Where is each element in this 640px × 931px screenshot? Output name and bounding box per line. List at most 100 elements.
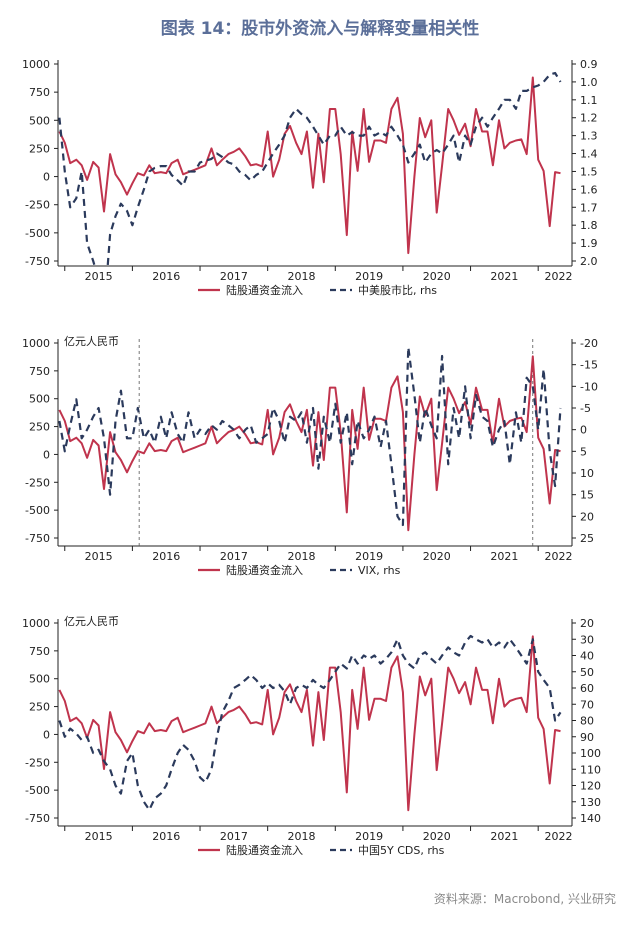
x-tick-label: 2021 bbox=[490, 550, 518, 563]
chart-fx-ratio: 1000 750 500 250 0 -250 -500 -750 0.9 1.0 1.1 1.2 1.… bbox=[22, 58, 598, 297]
x-tick-label: 2018 bbox=[287, 550, 315, 563]
right-tick-label: 1.0 bbox=[580, 76, 598, 89]
x-tick-label: 2016 bbox=[152, 270, 180, 283]
right-tick-label: 20 bbox=[580, 617, 594, 630]
left-tick-label: 250 bbox=[29, 142, 50, 155]
right-tick-label: -10 bbox=[580, 380, 598, 393]
x-tick-label: 2017 bbox=[220, 830, 248, 843]
left-unit-label: 亿元人民币 bbox=[64, 335, 119, 348]
left-tick-label: 750 bbox=[29, 645, 50, 658]
right-tick-label: -15 bbox=[580, 359, 598, 372]
x-tick-label: 2019 bbox=[355, 270, 383, 283]
x-tick-label: 2021 bbox=[490, 830, 518, 843]
right-tick-label: 110 bbox=[580, 763, 601, 776]
right-tick-label: 120 bbox=[580, 780, 601, 793]
left-tick-label: -500 bbox=[25, 784, 50, 797]
left-tick-label: -500 bbox=[25, 227, 50, 240]
x-tick-label: 2015 bbox=[85, 550, 113, 563]
left-tick-label: 750 bbox=[29, 365, 50, 378]
left-tick-label: 1000 bbox=[22, 617, 50, 630]
chart-cds: 1000 750 500 250 0 -250 -500 -750 20 30 40 50 60 70 80… bbox=[22, 615, 601, 857]
legend-label: 陆股通资金流入 bbox=[226, 283, 303, 297]
left-tick-label: 1000 bbox=[22, 337, 50, 350]
left-tick-label: -250 bbox=[25, 756, 50, 769]
left-tick-label: -500 bbox=[25, 504, 50, 517]
x-tick-label: 2019 bbox=[355, 550, 383, 563]
left-unit-label: 亿元人民币 bbox=[64, 615, 119, 628]
series-line-rhs bbox=[58, 71, 562, 266]
x-tick-label: 2016 bbox=[152, 830, 180, 843]
legend-label: 中美股市比, rhs bbox=[358, 283, 437, 297]
right-tick-label: 20 bbox=[580, 510, 594, 523]
series-line-flow bbox=[58, 635, 561, 812]
right-tick-label: 140 bbox=[580, 812, 601, 825]
left-tick-label: 500 bbox=[29, 393, 50, 406]
left-tick-label: 500 bbox=[29, 673, 50, 686]
right-tick-label: -5 bbox=[580, 402, 591, 415]
right-tick-label: 1.3 bbox=[580, 130, 598, 143]
legend-label: 陆股通资金流入 bbox=[226, 563, 303, 577]
right-tick-label: -20 bbox=[580, 337, 598, 350]
x-tick-label: 2016 bbox=[152, 550, 180, 563]
left-tick-label: -750 bbox=[25, 532, 50, 545]
right-tick-label: 90 bbox=[580, 731, 594, 744]
x-tick-label: 2022 bbox=[544, 550, 572, 563]
left-tick-label: 250 bbox=[29, 701, 50, 714]
x-tick-label: 2020 bbox=[423, 550, 451, 563]
x-tick-label: 2017 bbox=[220, 270, 248, 283]
right-tick-label: 1.4 bbox=[580, 148, 598, 161]
x-tick-label: 2015 bbox=[85, 270, 113, 283]
source-note: 资料来源：Macrobond, 兴业研究 bbox=[433, 892, 616, 906]
right-tick-label: 1.6 bbox=[580, 183, 598, 196]
right-tick-label: 5 bbox=[580, 445, 587, 458]
right-tick-label: 1.7 bbox=[580, 201, 598, 214]
chart-vix: 1000 750 500 250 0 -250 -500 -750 -20 -15 -10 -5 0 5 1… bbox=[22, 335, 598, 577]
x-tick-label: 2015 bbox=[85, 830, 113, 843]
right-tick-label: 1.5 bbox=[580, 165, 598, 178]
legend-label: 中国5Y CDS, rhs bbox=[358, 844, 445, 857]
right-tick-label: 30 bbox=[580, 633, 594, 646]
right-tick-label: 25 bbox=[580, 532, 594, 545]
left-tick-label: -250 bbox=[25, 199, 50, 212]
x-tick-label: 2017 bbox=[220, 550, 248, 563]
x-tick-label: 2020 bbox=[423, 830, 451, 843]
right-tick-label: 1.8 bbox=[580, 219, 598, 232]
x-tick-label: 2019 bbox=[355, 830, 383, 843]
series-line-flow bbox=[58, 76, 561, 255]
legend-label: 陆股通资金流入 bbox=[226, 843, 303, 857]
left-tick-label: 250 bbox=[29, 421, 50, 434]
legend-label: VIX, rhs bbox=[358, 564, 401, 577]
right-tick-label: 50 bbox=[580, 666, 594, 679]
left-tick-label: 0 bbox=[43, 171, 50, 184]
right-tick-label: 1.9 bbox=[580, 237, 598, 250]
x-tick-label: 2022 bbox=[544, 830, 572, 843]
series-line-rhs bbox=[58, 346, 562, 527]
figure-title: 图表 14：股市外资流入与解释变量相关性 bbox=[160, 19, 480, 39]
left-tick-label: 0 bbox=[43, 448, 50, 461]
right-tick-label: 1.1 bbox=[580, 94, 598, 107]
right-tick-label: 1.2 bbox=[580, 112, 598, 125]
left-tick-label: 500 bbox=[29, 114, 50, 127]
right-tick-label: 130 bbox=[580, 796, 601, 809]
left-tick-label: -750 bbox=[25, 812, 50, 825]
right-tick-label: 80 bbox=[580, 715, 594, 728]
right-tick-label: 70 bbox=[580, 698, 594, 711]
x-tick-label: 2022 bbox=[544, 270, 572, 283]
x-tick-label: 2021 bbox=[490, 270, 518, 283]
right-tick-label: 15 bbox=[580, 489, 594, 502]
right-tick-label: 100 bbox=[580, 747, 601, 760]
right-tick-label: 0 bbox=[580, 424, 587, 437]
right-tick-label: 10 bbox=[580, 467, 594, 480]
right-tick-label: 40 bbox=[580, 650, 594, 663]
series-line-flow bbox=[58, 355, 561, 532]
right-tick-label: 60 bbox=[580, 682, 594, 695]
left-tick-label: -750 bbox=[25, 255, 50, 268]
right-tick-label: 2.0 bbox=[580, 255, 598, 268]
x-tick-label: 2018 bbox=[287, 830, 315, 843]
x-tick-label: 2018 bbox=[287, 270, 315, 283]
x-tick-label: 2020 bbox=[423, 270, 451, 283]
left-tick-label: 0 bbox=[43, 728, 50, 741]
right-tick-label: 0.9 bbox=[580, 58, 598, 71]
left-tick-label: 750 bbox=[29, 86, 50, 99]
left-tick-label: 1000 bbox=[22, 58, 50, 71]
